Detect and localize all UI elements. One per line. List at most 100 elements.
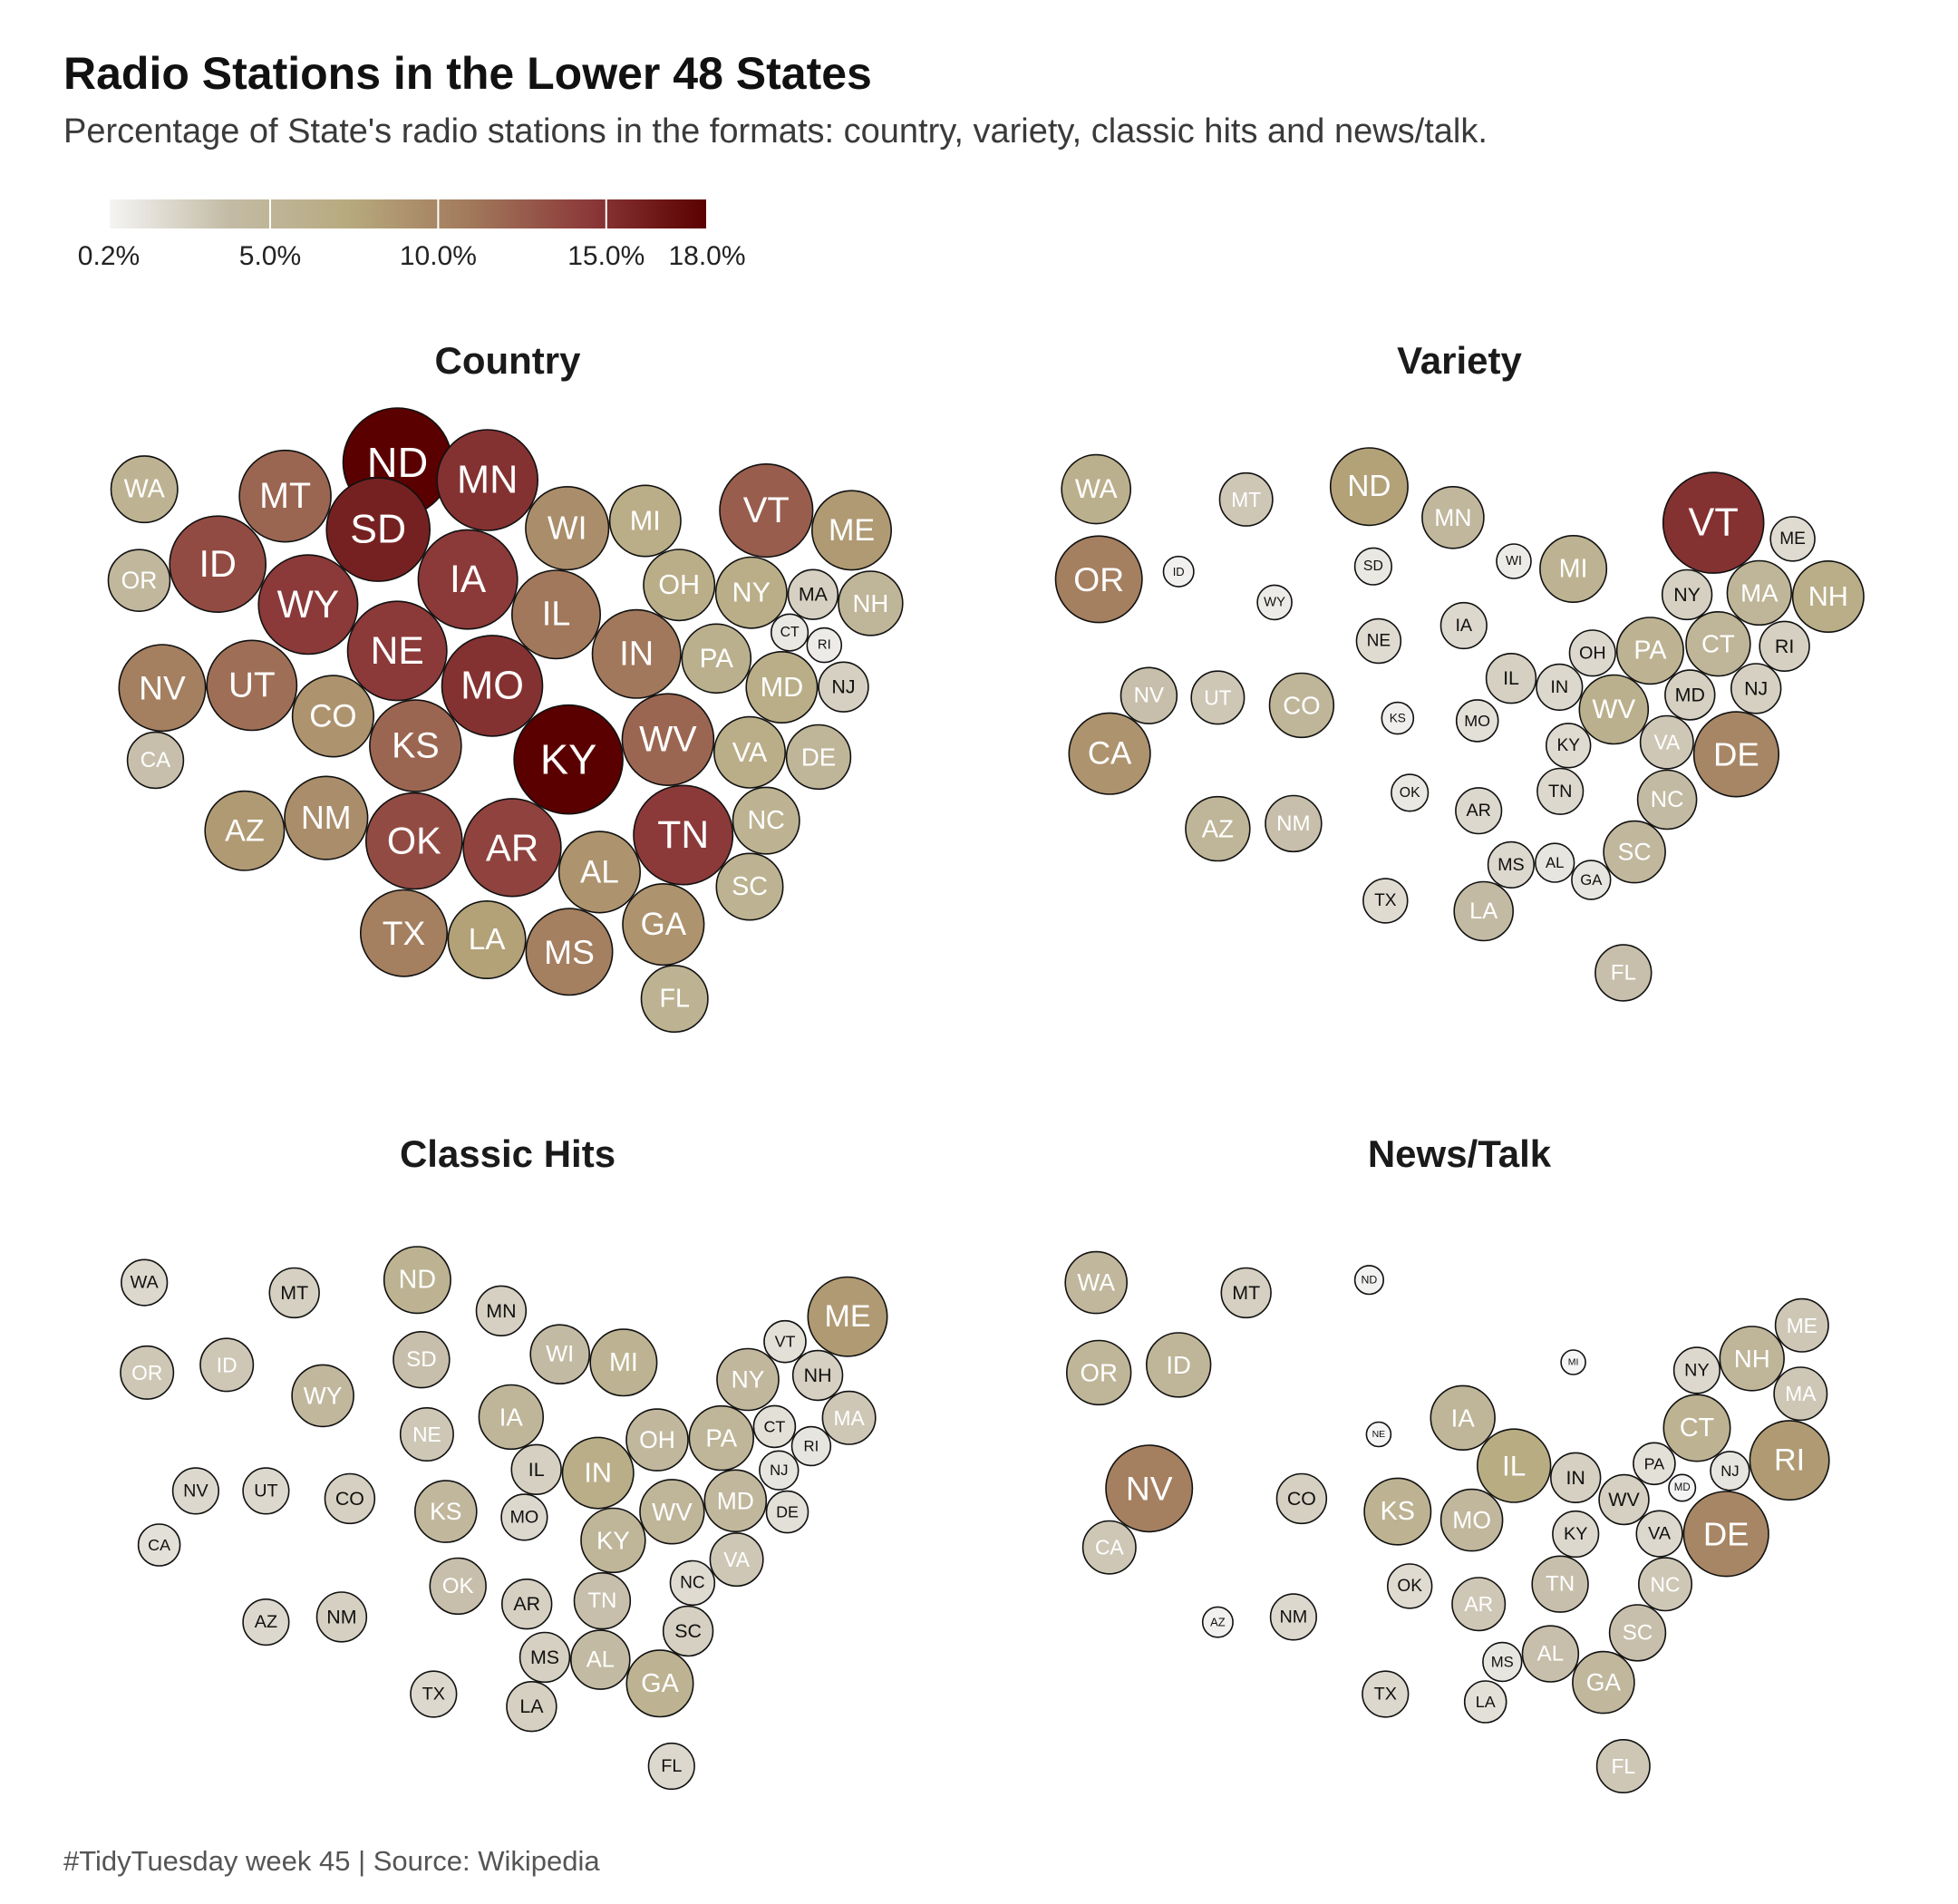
bubble-circle	[462, 798, 562, 898]
bubble-wa: WA	[1061, 453, 1131, 525]
bubble-nd: ND	[383, 1246, 451, 1315]
bubble-label: SD	[1363, 559, 1383, 574]
bubble-label: TX	[383, 914, 426, 952]
bubble-label: IN	[584, 1458, 612, 1489]
bubble-label: WI	[546, 1342, 574, 1367]
bubble-ia: IA	[417, 529, 519, 630]
bubble-de: DE	[765, 1490, 809, 1534]
bubble-label: DE	[1703, 1515, 1750, 1552]
bubble-label: MT	[1232, 1282, 1260, 1304]
bubble-circle	[1692, 711, 1780, 798]
bubble-ks: KS	[1381, 701, 1415, 735]
bubble-nd: ND	[1353, 1265, 1385, 1296]
bubble-ne: NE	[399, 1406, 454, 1462]
legend-tick-label: 10.0%	[400, 241, 477, 271]
bubble-label: IA	[450, 558, 487, 601]
bubble-vt: VT	[719, 463, 814, 559]
bubble-circle	[429, 1557, 487, 1616]
bubble-label: NE	[1367, 632, 1391, 651]
bubble-label: WA	[1075, 474, 1118, 504]
bubble-oh: OH	[1568, 629, 1616, 677]
bubble-ky: KY	[1552, 1510, 1600, 1559]
bubble-circle	[712, 715, 786, 789]
bubble-label: OR	[131, 1361, 162, 1384]
bubble-circle	[821, 1390, 877, 1445]
bubble-fl: FL	[1595, 1738, 1651, 1793]
bubble-nm: NM	[1269, 1593, 1318, 1641]
bubble-circle	[1451, 1577, 1507, 1632]
bubble-label: IN	[1565, 1467, 1585, 1489]
bubble-nv: NV	[171, 1467, 219, 1515]
bubble-circle	[1362, 878, 1409, 924]
bubble-la: LA	[1453, 880, 1515, 942]
bubble-md: MD	[703, 1469, 768, 1533]
bubble-circle	[324, 1472, 376, 1525]
bubble-label: NH	[804, 1365, 832, 1386]
bubble-label: MS	[544, 933, 595, 971]
bubble-circle	[137, 1523, 181, 1567]
bubble-nc: NC	[1637, 1557, 1692, 1612]
bubble-ri: RI	[1749, 1420, 1830, 1501]
bubble-label: OK	[1400, 785, 1420, 801]
bubble-label: DE	[1713, 735, 1759, 772]
bubble-nm: NM	[315, 1591, 368, 1643]
bubble-circle	[1265, 794, 1323, 853]
bubble-vt: VT	[763, 1319, 807, 1364]
bubble-circle	[1482, 1641, 1523, 1683]
bubble-label: SC	[674, 1620, 702, 1642]
bubble-label: TN	[657, 813, 709, 857]
bubble-ct: CT	[1662, 1394, 1731, 1462]
bubble-label: WA	[1077, 1269, 1115, 1297]
bubble-label: NV	[1126, 1470, 1173, 1508]
page-title: Radio Stations in the Lower 48 States	[63, 48, 872, 99]
bubble-circle	[529, 1324, 591, 1385]
bubble-wv: WV	[639, 1479, 705, 1545]
bubble-label: MS	[1498, 855, 1525, 875]
bubble-map-variety: WA OR ID MT WY NV UT CA CO AZ NM ND SD NE KS OK TX MN IA MO…	[1054, 447, 1865, 1002]
bubble-label: NE	[371, 629, 424, 673]
bubble-circle	[791, 1349, 844, 1402]
bubble-label: UT	[228, 665, 276, 704]
bubble-al: AL	[557, 831, 642, 914]
bubble-mt: MT	[1218, 471, 1274, 527]
bubble-label: GA	[1580, 871, 1603, 889]
bubble-label: IA	[1451, 1404, 1476, 1432]
bubble-circle	[752, 1404, 797, 1449]
bubble-circle	[417, 529, 519, 630]
bubble-circle	[1545, 723, 1592, 769]
bubble-label: OK	[1397, 1577, 1422, 1596]
bubble-label: MD	[761, 672, 804, 703]
bubble-sc: SC	[715, 852, 784, 921]
bubble-circle	[199, 1337, 255, 1393]
bubble-ri: RI	[806, 627, 843, 664]
bubble-label: SC	[732, 872, 768, 901]
bubble-nc: NC	[732, 786, 800, 855]
bubble-label: NE	[412, 1423, 441, 1446]
bubble-label: SC	[1623, 1620, 1653, 1645]
bubble-circle	[1595, 944, 1653, 1002]
bubble-nc: NC	[669, 1559, 716, 1607]
bubble-circle	[447, 899, 527, 979]
bubble-circle	[807, 1276, 888, 1357]
bubble-label: AZ	[225, 813, 265, 848]
bubble-label: CT	[763, 1417, 785, 1435]
bubble-circle	[1536, 663, 1584, 712]
bubble-label: PA	[705, 1424, 737, 1452]
bubble-label: VA	[732, 737, 768, 768]
bubble-ca: CA	[137, 1523, 181, 1567]
bubble-wi: WI	[1496, 543, 1532, 579]
bubble-circle	[1635, 1510, 1683, 1558]
bubble-circle	[1190, 670, 1246, 725]
bubble-label: GA	[641, 1669, 679, 1698]
bubble-label: NJ	[770, 1462, 788, 1479]
bubble-va: VA	[709, 1532, 764, 1588]
bubble-il: IL	[510, 1443, 562, 1495]
bubble-label: NM	[326, 1606, 356, 1627]
bubble-circle	[1120, 666, 1178, 724]
bubble-circle	[622, 882, 705, 967]
bubble-circle	[359, 889, 448, 977]
bubble-circle	[1496, 543, 1532, 579]
bubble-va: VA	[1635, 1510, 1683, 1558]
bubble-ct: CT	[752, 1404, 797, 1449]
bubble-id: ID	[199, 1337, 255, 1393]
